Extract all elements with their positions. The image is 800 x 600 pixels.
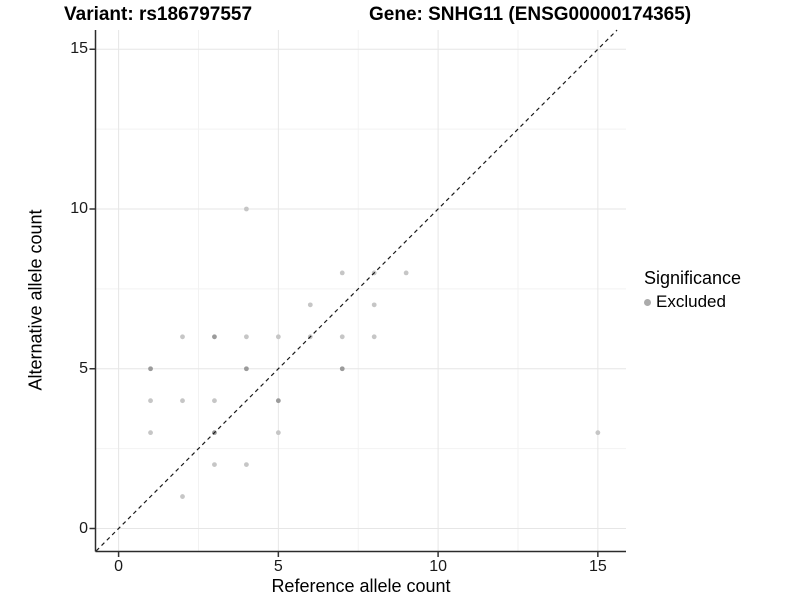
data-point — [307, 302, 313, 308]
data-point — [244, 206, 249, 212]
data-point — [275, 430, 281, 436]
data-point — [403, 270, 409, 276]
y-tick-label: 15 — [70, 40, 88, 58]
data-point — [244, 334, 249, 340]
plot-title-gene: Gene: SNHG11 (ENSG00000174365) — [369, 4, 692, 25]
data-point — [180, 398, 185, 404]
x-tick-label: 5 — [273, 558, 283, 575]
data-point — [595, 430, 601, 436]
identity-line — [95, 29, 618, 552]
data-point — [339, 334, 345, 340]
y-axis-title: Alternative allele count — [25, 209, 46, 391]
data-point — [180, 494, 185, 499]
data-point — [371, 334, 377, 340]
x-axis-title: Reference allele count — [271, 576, 451, 596]
plot-title-variant: Variant: rs186797557 — [64, 4, 253, 25]
legend: Significance Excluded — [644, 268, 741, 312]
legend-point-icon — [644, 298, 651, 306]
data-point — [212, 398, 217, 404]
data-point — [244, 462, 249, 467]
data-point — [275, 334, 281, 340]
legend-title: Significance — [644, 268, 742, 288]
data-point — [212, 462, 217, 467]
x-tick-label: 10 — [429, 558, 447, 575]
data-point — [275, 398, 281, 404]
data-point — [244, 366, 249, 372]
data-point — [148, 366, 153, 372]
legend-item-excluded: Excluded — [644, 292, 741, 312]
legend-item-label: Excluded — [656, 292, 726, 311]
y-tick-label: 10 — [70, 200, 88, 217]
y-tick-label: 0 — [79, 519, 88, 537]
y-tick-label: 5 — [79, 359, 88, 377]
data-point — [148, 398, 153, 404]
data-point — [180, 334, 185, 340]
data-point — [371, 302, 377, 308]
data-point — [148, 430, 153, 436]
data-point — [339, 270, 345, 276]
x-tick-label: 15 — [588, 558, 607, 575]
data-point — [212, 334, 217, 340]
x-tick-label: 0 — [114, 558, 124, 575]
data-point — [339, 366, 345, 372]
